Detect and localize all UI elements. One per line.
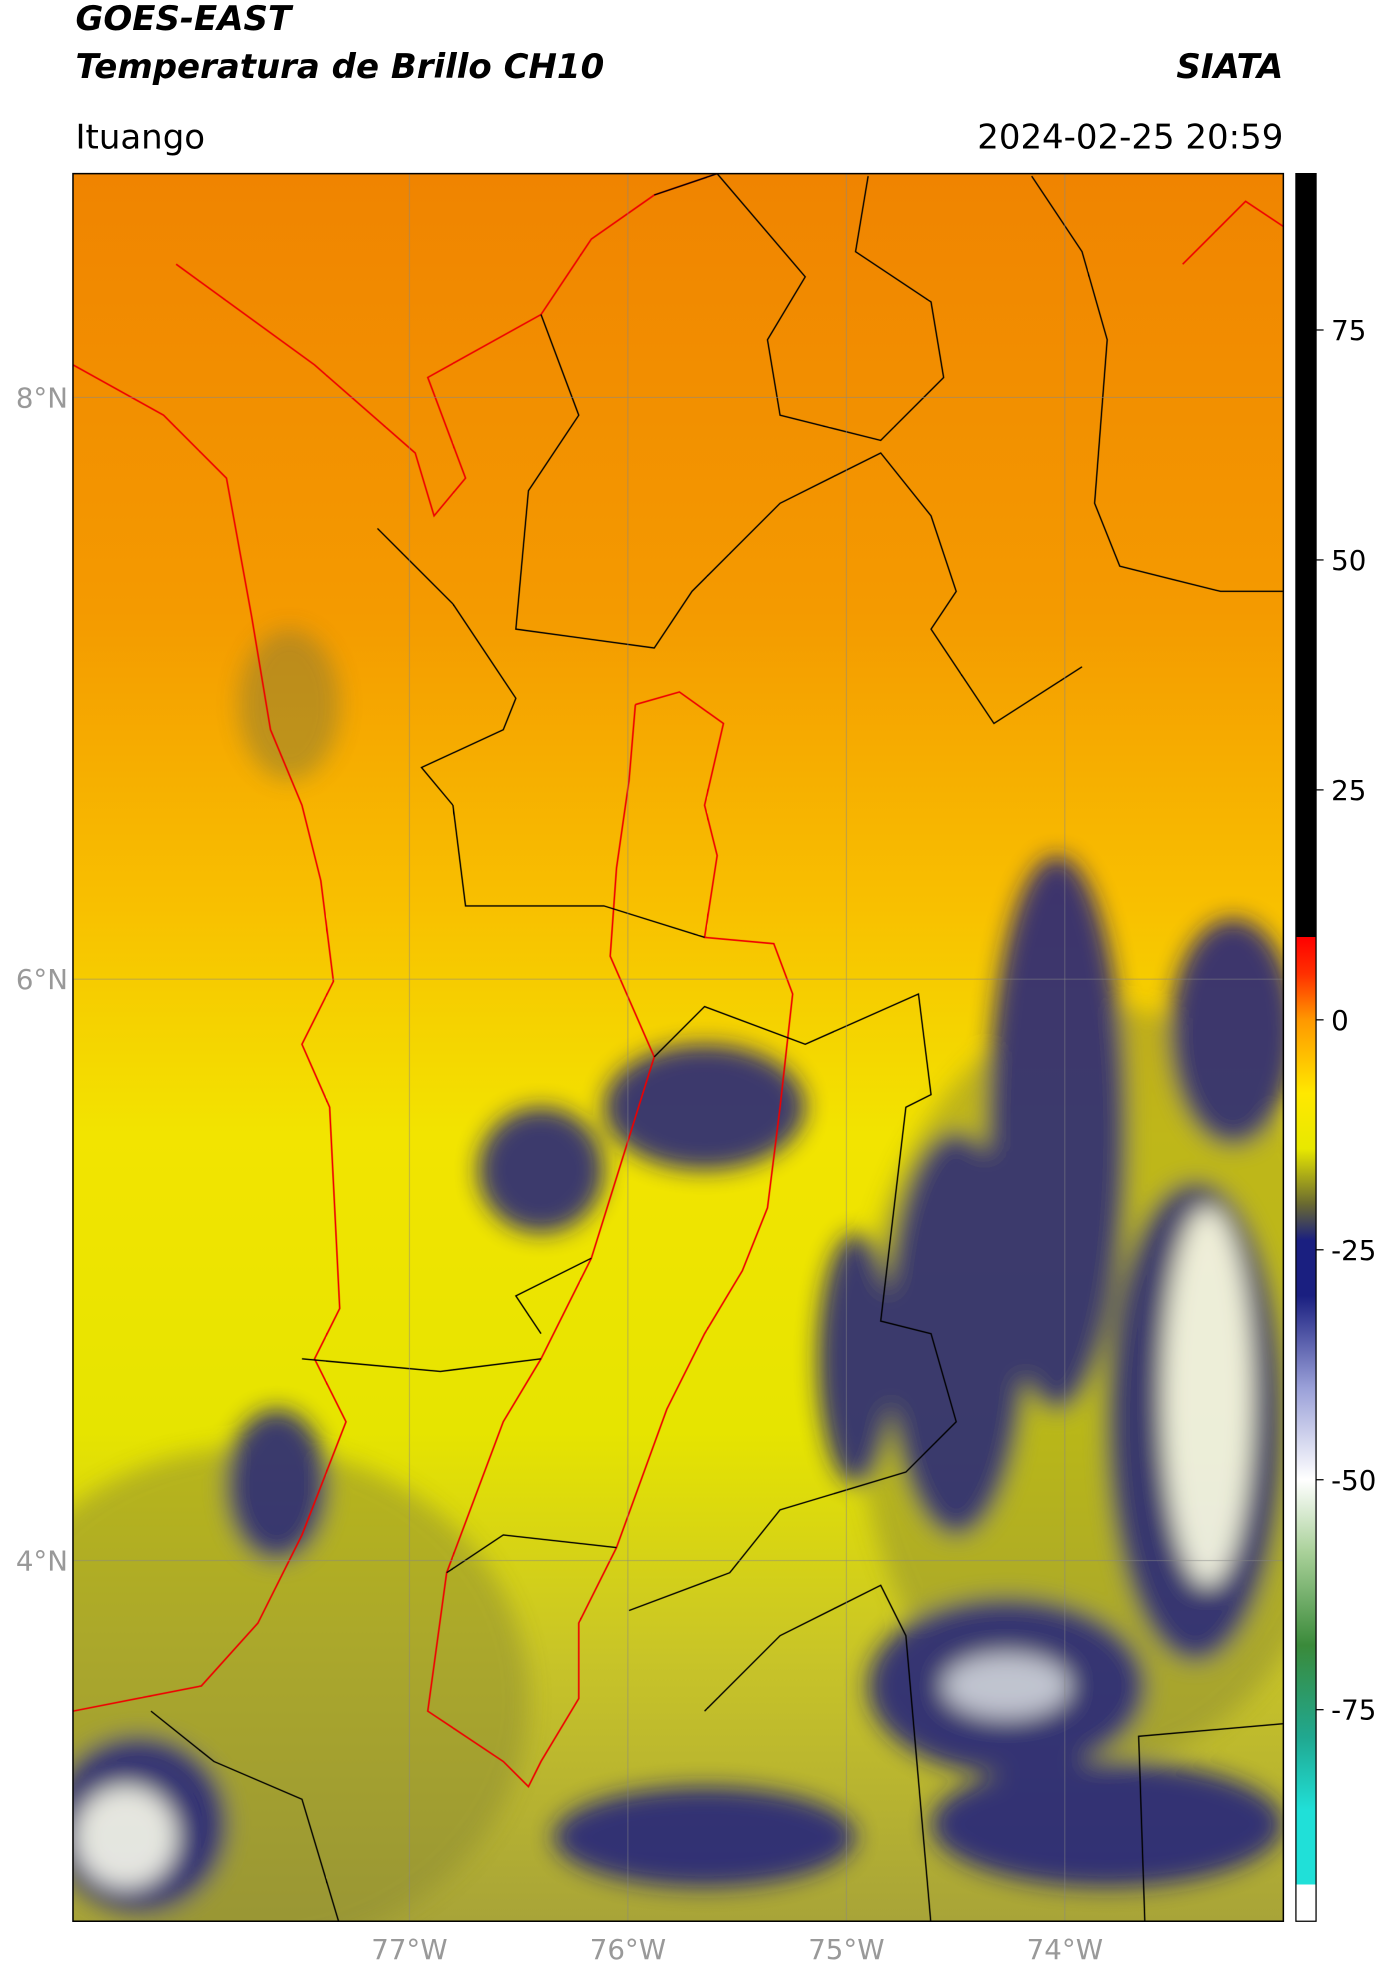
lat-tick-label: 6°N (16, 963, 68, 996)
lat-tick-label: 8°N (16, 382, 68, 415)
lon-tick-label: 75°W (808, 1933, 884, 1966)
lon-tick-label: 76°W (590, 1933, 666, 1966)
colorbar-tick-label: 0 (1331, 1004, 1349, 1037)
colorbar-scale (1295, 172, 1317, 1922)
colorbar-tick-label: 75 (1331, 314, 1366, 347)
lon-tick-label: 74°W (1027, 1933, 1103, 1966)
colorbar-tick-label: -75 (1331, 1694, 1376, 1727)
datetime: 2024-02-25 20:59 (977, 117, 1283, 157)
lat-tick-label: 4°N (16, 1545, 68, 1578)
title: GOES-EAST (75, 0, 293, 39)
grid: 8°N 6°N 4°N 77°W 76°W 75°W 74°W (16, 173, 1284, 1966)
map-image (72, 173, 1284, 1922)
map-frame (72, 172, 1285, 1922)
colorbar: 75 50 25 0 -25 -50 -75 (1295, 172, 1376, 1922)
subtitle: Temperatura de Brillo CH10 (75, 47, 604, 87)
agency: SIATA (1176, 47, 1283, 87)
colorbar-tick-label: -50 (1331, 1464, 1376, 1497)
colorbar-tick-label: -25 (1331, 1234, 1376, 1267)
colorbar-tick-label: 25 (1331, 774, 1366, 807)
region: Ituango (75, 117, 205, 157)
colorbar-tick-label: 50 (1331, 544, 1366, 577)
lon-tick-label: 77°W (371, 1933, 447, 1966)
